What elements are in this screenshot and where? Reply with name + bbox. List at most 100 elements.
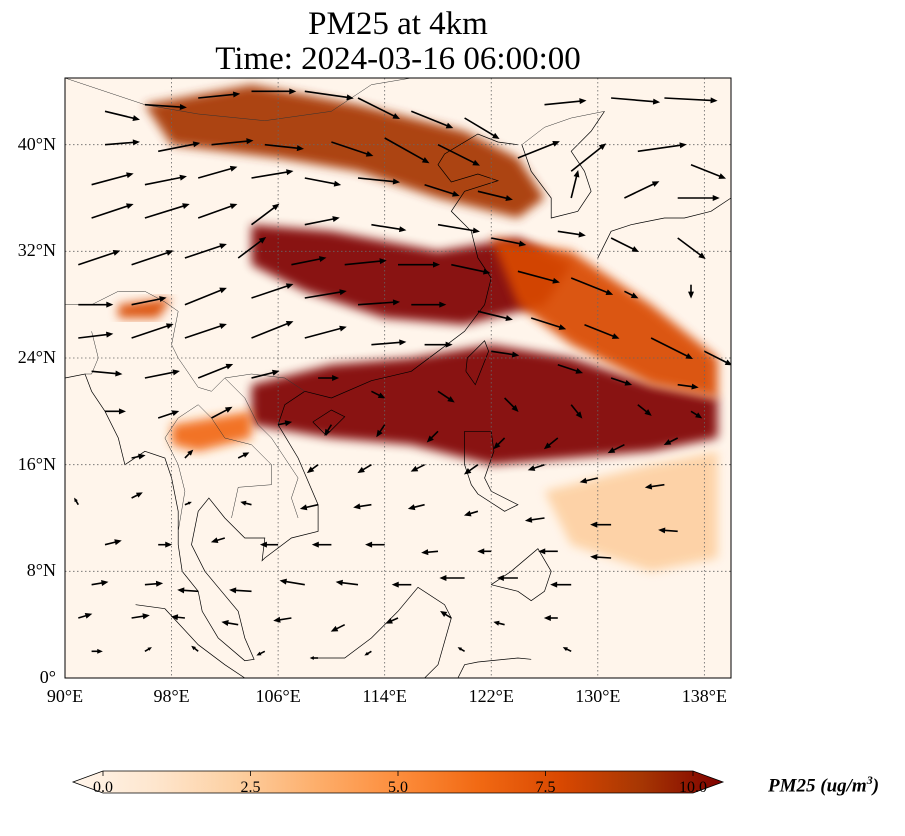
wind-arrow-shaft [304, 290, 343, 299]
wind-arrow-shaft [197, 364, 230, 379]
wind-arrow-head [309, 656, 314, 660]
x-tick-label: 130°E [575, 686, 621, 706]
wind-arrow [131, 453, 146, 460]
wind-arrow [105, 408, 126, 415]
wind-arrow-head [159, 296, 167, 302]
wind-arrow [170, 614, 185, 621]
wind-arrow [570, 277, 614, 295]
wind-arrow [677, 383, 699, 390]
wind-arrow-head [296, 145, 304, 152]
wind-arrow [411, 301, 447, 308]
wind-arrow-head [147, 647, 152, 651]
wind-arrow-shaft [570, 277, 610, 294]
wind-arrow [304, 177, 342, 187]
wind-arrow [357, 464, 372, 474]
wind-arrow-head [219, 243, 227, 250]
wind-arrow-head [357, 466, 365, 474]
wind-arrow [309, 656, 319, 660]
wind-arrow-shaft [357, 177, 396, 183]
wind-arrow-head [339, 325, 347, 332]
wind-arrow-shaft [304, 90, 350, 99]
wind-arrow-head [492, 132, 500, 139]
wind-arrow-head [166, 323, 174, 330]
wind-arrow-head [543, 442, 552, 450]
wind-arrow-head [353, 503, 361, 510]
wind-arrow-shaft [477, 310, 509, 320]
wind-arrow-shaft [131, 297, 163, 306]
wind-arrow [407, 503, 425, 511]
wind-arrow-shaft [357, 97, 397, 118]
wind-arrow [91, 580, 109, 586]
wind-arrow [184, 501, 192, 506]
pm25-plume-layer [118, 84, 718, 572]
coastline-luzon [464, 430, 519, 512]
wind-arrow-head [652, 98, 661, 105]
wind-arrow-shaft [237, 238, 264, 259]
pm25-plume-south-china-sea [251, 344, 718, 465]
wind-arrow [91, 648, 103, 654]
wind-arrow [424, 341, 453, 348]
wind-arrow [557, 230, 586, 238]
wind-arrow [91, 370, 123, 377]
wind-arrow [91, 203, 134, 219]
wind-arrow-head [219, 323, 227, 330]
wind-arrow-head [527, 465, 536, 471]
wind-arrow-shaft [491, 237, 523, 245]
wind-arrow [311, 541, 332, 548]
wind-arrow-head [187, 449, 194, 456]
wind-arrow [491, 237, 527, 247]
wind-arrow [611, 97, 661, 105]
wind-arrow-head [171, 410, 180, 417]
wind-arrow-head [421, 549, 429, 556]
y-tick-label: 40°N [17, 133, 56, 154]
wind-arrow-head [106, 331, 114, 338]
wind-arrow-head [724, 359, 731, 366]
wind-arrow-head [339, 289, 347, 296]
wind-arrow [579, 477, 598, 484]
wind-arrow-shaft [104, 141, 136, 146]
wind-arrow-shaft [570, 145, 604, 172]
wind-arrow [104, 139, 140, 146]
wind-arrow-head [550, 581, 558, 588]
wind-arrow [131, 250, 174, 266]
wind-arrow [357, 177, 401, 185]
wind-arrow [570, 170, 580, 199]
wind-arrow-head [391, 581, 399, 588]
wind-arrow-head [493, 620, 500, 626]
wind-arrow-head [392, 113, 401, 119]
wind-arrow-head [493, 442, 501, 450]
y-tick-label: 16°N [17, 453, 56, 474]
wind-arrow [376, 424, 386, 438]
wind-arrow-shaft [91, 370, 119, 375]
wind-arrow-head [97, 648, 103, 654]
wind-arrow [664, 97, 718, 104]
wind-arrow [229, 587, 252, 594]
wind-arrow [251, 369, 280, 379]
wind-arrow [421, 549, 439, 556]
wind-arrow [197, 203, 238, 219]
wind-arrow-head [575, 368, 584, 374]
wind-arrow [306, 464, 319, 474]
wind-arrow-shaft [344, 260, 383, 266]
wind-arrow [524, 516, 545, 523]
wind-arrow-head [511, 351, 520, 358]
wind-arrow-head [256, 651, 262, 656]
wind-arrow-head [285, 321, 294, 327]
wind-arrow-head [101, 580, 109, 586]
wind-arrow [197, 165, 238, 179]
coastline-indochina [65, 373, 319, 662]
wind-arrow-head [685, 353, 694, 359]
wind-arrow-shaft [371, 223, 403, 231]
wind-arrow-shaft [610, 377, 629, 385]
wind-arrow-head [273, 616, 281, 623]
wind-arrow-shaft [677, 237, 703, 258]
wind-arrow [251, 203, 280, 226]
wind-arrow-shaft [157, 411, 176, 419]
wind-arrow [584, 323, 620, 339]
y-tick-label: 0° [39, 667, 56, 687]
wind-arrow-shaft [464, 117, 497, 138]
wind-arrow [74, 497, 79, 506]
wind-arrow-head [379, 258, 387, 265]
wind-arrow [318, 375, 340, 381]
